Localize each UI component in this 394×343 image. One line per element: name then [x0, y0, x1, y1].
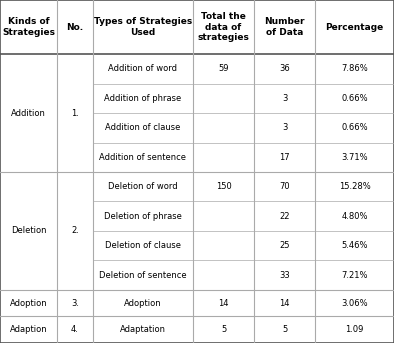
Text: 14: 14 [279, 299, 290, 308]
Text: Addition of clause: Addition of clause [105, 123, 180, 132]
Text: 15.28%: 15.28% [339, 182, 370, 191]
Text: Adoption: Adoption [10, 299, 47, 308]
Text: Deletion of phrase: Deletion of phrase [104, 212, 182, 221]
Text: 1.: 1. [71, 108, 79, 118]
Text: 0.66%: 0.66% [341, 123, 368, 132]
Text: Deletion of word: Deletion of word [108, 182, 178, 191]
Text: 5: 5 [221, 325, 226, 334]
Text: Addition of sentence: Addition of sentence [99, 153, 186, 162]
Text: 4.80%: 4.80% [341, 212, 368, 221]
Text: 4.: 4. [71, 325, 79, 334]
Text: Deletion of clause: Deletion of clause [105, 241, 181, 250]
Text: Number
of Data: Number of Data [264, 17, 305, 37]
Text: 36: 36 [279, 64, 290, 73]
Text: 17: 17 [279, 153, 290, 162]
Text: 150: 150 [216, 182, 231, 191]
Text: 5.46%: 5.46% [341, 241, 368, 250]
Text: Addition of word: Addition of word [108, 64, 177, 73]
Text: 3.06%: 3.06% [341, 299, 368, 308]
Text: 25: 25 [279, 241, 290, 250]
Text: 3: 3 [282, 123, 287, 132]
Text: Types of Strategies
Used: Types of Strategies Used [94, 17, 192, 37]
Text: 3.: 3. [71, 299, 79, 308]
Text: 22: 22 [279, 212, 290, 221]
Text: 5: 5 [282, 325, 287, 334]
Text: Deletion of sentence: Deletion of sentence [99, 271, 187, 280]
Text: Adaption: Adaption [10, 325, 47, 334]
Text: Adoption: Adoption [124, 299, 162, 308]
Text: No.: No. [66, 23, 84, 32]
Text: 7.86%: 7.86% [341, 64, 368, 73]
Text: 3.71%: 3.71% [341, 153, 368, 162]
Text: 59: 59 [218, 64, 229, 73]
Text: Percentage: Percentage [325, 23, 384, 32]
Text: 7.21%: 7.21% [341, 271, 368, 280]
Text: 0.66%: 0.66% [341, 94, 368, 103]
Text: 33: 33 [279, 271, 290, 280]
Text: 14: 14 [218, 299, 229, 308]
Text: Addition of phrase: Addition of phrase [104, 94, 182, 103]
Text: 70: 70 [279, 182, 290, 191]
Text: Adaptation: Adaptation [120, 325, 166, 334]
Text: Addition: Addition [11, 108, 46, 118]
Text: 1.09: 1.09 [346, 325, 364, 334]
Text: 3: 3 [282, 94, 287, 103]
Text: Kinds of
Strategies: Kinds of Strategies [2, 17, 55, 37]
Text: Total the
data of
strategies: Total the data of strategies [198, 12, 249, 42]
Text: 2.: 2. [71, 226, 79, 235]
Text: Deletion: Deletion [11, 226, 46, 235]
